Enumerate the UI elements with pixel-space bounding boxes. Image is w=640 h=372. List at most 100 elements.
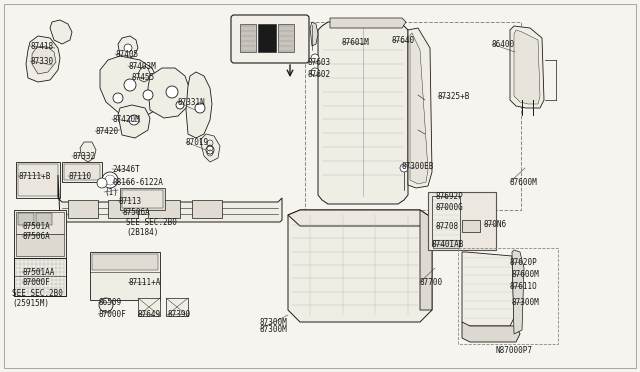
Text: 87501A: 87501A — [22, 222, 50, 231]
Polygon shape — [26, 36, 60, 82]
Text: 87300M: 87300M — [512, 298, 540, 307]
Text: 87390: 87390 — [168, 310, 191, 319]
Text: 87601M: 87601M — [342, 38, 370, 47]
Text: 87602: 87602 — [308, 70, 331, 79]
Bar — [148, 200, 180, 218]
Polygon shape — [462, 322, 520, 342]
Text: 87506A: 87506A — [122, 208, 150, 217]
Circle shape — [97, 178, 107, 188]
Text: (25915M): (25915M) — [12, 299, 49, 308]
Polygon shape — [32, 46, 56, 74]
Text: 87649: 87649 — [138, 310, 161, 319]
Polygon shape — [50, 20, 72, 44]
Bar — [305, 22, 521, 210]
Text: 87692P: 87692P — [436, 192, 464, 201]
Text: 87331N: 87331N — [178, 98, 205, 107]
Text: 87455: 87455 — [132, 73, 155, 82]
Polygon shape — [310, 22, 318, 46]
Circle shape — [206, 146, 214, 154]
Bar — [68, 200, 98, 218]
Text: 08166-6122A: 08166-6122A — [112, 178, 163, 187]
Polygon shape — [58, 175, 282, 222]
Text: 87000F: 87000F — [22, 278, 50, 287]
FancyBboxPatch shape — [231, 15, 309, 63]
Text: 86400: 86400 — [492, 40, 515, 49]
Text: 87405: 87405 — [115, 50, 138, 59]
Text: 24346T: 24346T — [112, 165, 140, 174]
Bar — [122, 190, 163, 208]
Polygon shape — [186, 72, 212, 138]
Bar — [18, 213, 34, 225]
Bar — [433, 240, 459, 248]
Text: 87111+A: 87111+A — [128, 278, 161, 287]
Text: 86509: 86509 — [98, 298, 121, 307]
Text: 870N6: 870N6 — [484, 220, 507, 229]
Bar — [138, 298, 160, 316]
Text: 87708: 87708 — [436, 222, 459, 231]
Text: 87000F: 87000F — [98, 310, 125, 319]
Bar — [92, 254, 158, 270]
Polygon shape — [514, 30, 540, 104]
Text: 87611O: 87611O — [510, 282, 538, 291]
Bar — [16, 162, 60, 198]
Text: 87300M: 87300M — [260, 318, 288, 327]
Polygon shape — [118, 105, 150, 138]
Circle shape — [124, 79, 136, 91]
Circle shape — [99, 298, 113, 312]
Text: 87000G: 87000G — [436, 203, 464, 212]
Text: (2B184): (2B184) — [126, 228, 158, 237]
Bar — [258, 24, 276, 52]
Polygon shape — [118, 36, 138, 60]
Polygon shape — [330, 18, 406, 28]
Text: 87332: 87332 — [72, 152, 95, 161]
Text: 8740IAB: 8740IAB — [432, 240, 465, 249]
Text: 87300M: 87300M — [260, 325, 288, 334]
Circle shape — [129, 115, 139, 125]
Text: 87420M: 87420M — [112, 115, 140, 124]
Polygon shape — [100, 179, 104, 185]
Text: 87700: 87700 — [420, 278, 443, 287]
Text: 87420: 87420 — [95, 127, 118, 136]
Polygon shape — [288, 210, 432, 322]
Text: 87501AA: 87501AA — [22, 268, 54, 277]
Circle shape — [143, 90, 153, 100]
Circle shape — [311, 68, 319, 76]
Circle shape — [102, 172, 118, 188]
Polygon shape — [80, 142, 96, 162]
Bar — [14, 258, 66, 296]
Bar — [64, 164, 100, 180]
Bar — [166, 298, 188, 316]
Bar — [14, 258, 66, 296]
Text: 87019: 87019 — [186, 138, 209, 147]
Text: 87113: 87113 — [118, 197, 141, 206]
Circle shape — [400, 164, 408, 172]
Polygon shape — [318, 22, 408, 204]
Bar — [278, 24, 294, 52]
Bar — [432, 196, 460, 246]
Polygon shape — [200, 134, 220, 162]
Polygon shape — [512, 250, 524, 334]
Bar — [16, 212, 64, 234]
Text: 87110: 87110 — [68, 172, 91, 181]
Polygon shape — [288, 210, 432, 226]
Text: 87600M: 87600M — [512, 270, 540, 279]
Circle shape — [311, 54, 319, 62]
Text: 87600M: 87600M — [510, 178, 538, 187]
Text: 87325+B: 87325+B — [438, 92, 470, 101]
Text: 87620P: 87620P — [510, 258, 538, 267]
Circle shape — [124, 44, 132, 52]
Bar — [120, 188, 165, 210]
Bar — [458, 248, 558, 344]
Polygon shape — [420, 210, 432, 310]
Text: 87418: 87418 — [30, 42, 53, 51]
Bar — [108, 200, 138, 218]
Polygon shape — [410, 33, 428, 184]
Polygon shape — [408, 28, 432, 188]
Text: (1): (1) — [104, 188, 118, 197]
Bar — [36, 213, 52, 225]
Text: N87000P7: N87000P7 — [496, 346, 533, 355]
Bar — [62, 162, 102, 182]
Text: 87506A: 87506A — [22, 232, 50, 241]
Text: SEE SEC.2B0: SEE SEC.2B0 — [12, 289, 63, 298]
Polygon shape — [148, 68, 190, 118]
